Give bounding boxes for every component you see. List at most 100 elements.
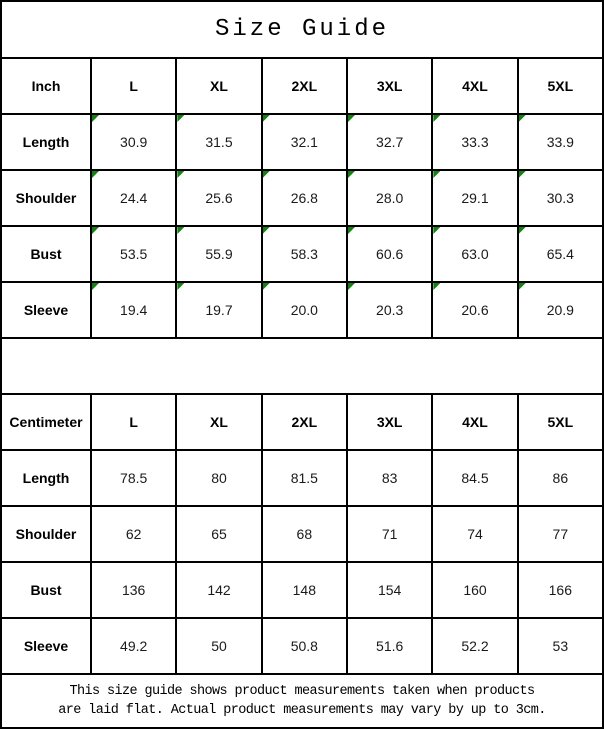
flag-triangle-icon bbox=[433, 115, 441, 122]
measurement-cell: 86 bbox=[516, 451, 602, 505]
size-header-cell: 4XL bbox=[431, 395, 516, 449]
measurement-cell: 53.5 bbox=[90, 227, 175, 281]
flag-triangle-icon bbox=[518, 171, 526, 178]
row-label-cell: Length bbox=[22, 470, 70, 486]
inch-table-row-bust: Bust 53.5 55.9 58.3 60.6 63.0 65.4 bbox=[2, 225, 602, 281]
measurement-cell: 83 bbox=[346, 451, 431, 505]
measurement-cell: 51.6 bbox=[346, 619, 431, 673]
measurement-cell: 166 bbox=[516, 563, 602, 617]
flag-triangle-icon bbox=[518, 283, 526, 290]
measurement-cell: 20.6 bbox=[431, 283, 516, 337]
footer-note-line: are laid flat. Actual product measuremen… bbox=[58, 703, 546, 718]
measurement-cell: 28.0 bbox=[346, 171, 431, 225]
title-row: Size Guide bbox=[2, 2, 602, 57]
measurement-cell: 32.7 bbox=[346, 115, 431, 169]
flag-triangle-icon bbox=[262, 227, 270, 234]
measurement-cell: 78.5 bbox=[90, 451, 175, 505]
measurement-cell: 60.6 bbox=[346, 227, 431, 281]
size-header-cell: 5XL bbox=[516, 395, 602, 449]
measurement-cell: 62 bbox=[90, 507, 175, 561]
measurement-cell: 52.2 bbox=[431, 619, 516, 673]
flag-triangle-icon bbox=[262, 115, 270, 122]
row-label-cell: Length bbox=[22, 134, 70, 150]
measurement-cell: 65.4 bbox=[516, 227, 602, 281]
footer-note-line: This size guide shows product measuremen… bbox=[69, 684, 535, 699]
flag-triangle-icon bbox=[348, 227, 355, 234]
cm-table-row-sleeve: Sleeve 49.2 50 50.8 51.6 52.2 53 bbox=[2, 617, 602, 673]
measurement-cell: 71 bbox=[346, 507, 431, 561]
measurement-cell: 65 bbox=[175, 507, 260, 561]
size-header-cell: L bbox=[90, 395, 175, 449]
measurement-cell: 53 bbox=[516, 619, 602, 673]
measurement-cell: 80 bbox=[175, 451, 260, 505]
flag-triangle-icon bbox=[92, 115, 99, 122]
cm-table-row-shoulder: Shoulder 62 65 68 71 74 77 bbox=[2, 505, 602, 561]
row-label-cell: Bust bbox=[30, 582, 62, 598]
measurement-cell: 160 bbox=[431, 563, 516, 617]
flag-triangle-icon bbox=[177, 227, 185, 234]
flag-triangle-icon bbox=[92, 227, 99, 234]
size-header-cell: 4XL bbox=[431, 59, 516, 113]
measurement-cell: 50.8 bbox=[260, 619, 346, 673]
flag-triangle-icon bbox=[262, 171, 270, 178]
flag-triangle-icon bbox=[433, 227, 441, 234]
measurement-cell: 63.0 bbox=[431, 227, 516, 281]
measurement-cell: 50 bbox=[175, 619, 260, 673]
spacer-row bbox=[2, 337, 602, 393]
measurement-cell: 30.3 bbox=[516, 171, 602, 225]
unit-header-cell: Inch bbox=[31, 78, 61, 94]
flag-triangle-icon bbox=[92, 283, 99, 290]
size-header-cell: 5XL bbox=[516, 59, 602, 113]
measurement-cell: 68 bbox=[260, 507, 346, 561]
flag-triangle-icon bbox=[177, 115, 185, 122]
inch-table-row-shoulder: Shoulder 24.4 25.6 26.8 28.0 29.1 30.3 bbox=[2, 169, 602, 225]
measurement-cell: 20.3 bbox=[346, 283, 431, 337]
measurement-cell: 19.4 bbox=[90, 283, 175, 337]
unit-header-cell: Centimeter bbox=[9, 414, 83, 430]
row-label-cell: Bust bbox=[30, 246, 62, 262]
flag-triangle-icon bbox=[262, 283, 270, 290]
inch-table-header-row: Inch L XL 2XL 3XL 4XL 5XL bbox=[2, 57, 602, 113]
measurement-cell: 24.4 bbox=[90, 171, 175, 225]
measurement-cell: 148 bbox=[260, 563, 346, 617]
row-label-cell: Shoulder bbox=[15, 526, 77, 542]
flag-triangle-icon bbox=[433, 283, 441, 290]
measurement-cell: 26.8 bbox=[260, 171, 346, 225]
measurement-cell: 142 bbox=[175, 563, 260, 617]
measurement-cell: 19.7 bbox=[175, 283, 260, 337]
footer-note: This size guide shows product measuremen… bbox=[2, 673, 602, 727]
measurement-cell: 30.9 bbox=[90, 115, 175, 169]
measurement-cell: 33.9 bbox=[516, 115, 602, 169]
row-label-cell: Sleeve bbox=[23, 302, 69, 318]
measurement-cell: 20.9 bbox=[516, 283, 602, 337]
flag-triangle-icon bbox=[348, 171, 355, 178]
measurement-cell: 58.3 bbox=[260, 227, 346, 281]
row-label-cell: Sleeve bbox=[23, 638, 69, 654]
measurement-cell: 74 bbox=[431, 507, 516, 561]
measurement-cell: 29.1 bbox=[431, 171, 516, 225]
cm-table-row-bust: Bust 136 142 148 154 160 166 bbox=[2, 561, 602, 617]
flag-triangle-icon bbox=[518, 227, 526, 234]
page-title: Size Guide bbox=[214, 16, 390, 43]
size-header-cell: 3XL bbox=[346, 59, 431, 113]
measurement-cell: 32.1 bbox=[260, 115, 346, 169]
inch-table-row-length: Length 30.9 31.5 32.1 32.7 33.3 33.9 bbox=[2, 113, 602, 169]
measurement-cell: 25.6 bbox=[175, 171, 260, 225]
measurement-cell: 55.9 bbox=[175, 227, 260, 281]
size-header-cell: 2XL bbox=[260, 59, 346, 113]
flag-triangle-icon bbox=[348, 115, 355, 122]
inch-table-row-sleeve: Sleeve 19.4 19.7 20.0 20.3 20.6 20.9 bbox=[2, 281, 602, 337]
flag-triangle-icon bbox=[348, 283, 355, 290]
size-header-cell: XL bbox=[175, 59, 260, 113]
measurement-cell: 77 bbox=[516, 507, 602, 561]
measurement-cell: 49.2 bbox=[90, 619, 175, 673]
measurement-cell: 84.5 bbox=[431, 451, 516, 505]
measurement-cell: 20.0 bbox=[260, 283, 346, 337]
size-header-cell: 2XL bbox=[260, 395, 346, 449]
flag-triangle-icon bbox=[433, 171, 441, 178]
measurement-cell: 31.5 bbox=[175, 115, 260, 169]
row-label-cell: Shoulder bbox=[15, 190, 77, 206]
size-header-cell: XL bbox=[175, 395, 260, 449]
flag-triangle-icon bbox=[518, 115, 526, 122]
